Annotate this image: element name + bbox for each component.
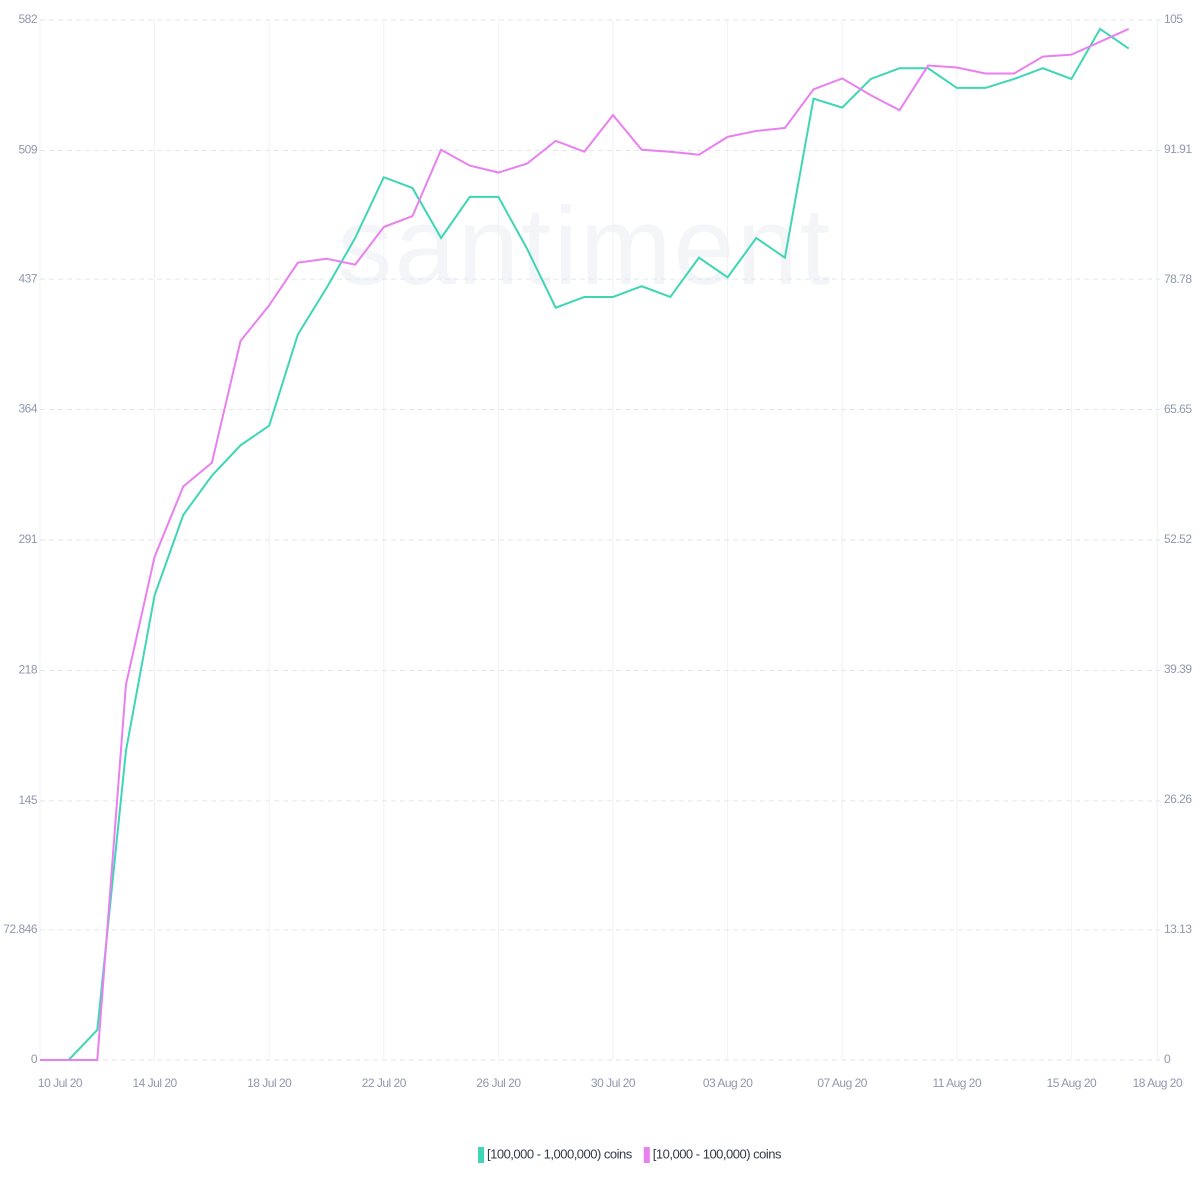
y-tick-label: 291 [18,532,37,546]
x-tick-label: 03 Aug 20 [703,1076,753,1090]
y-tick-label: 145 [18,793,37,807]
x-tick-label: 26 Jul 20 [476,1076,521,1090]
x-tick-label: 18 Aug 20 [1133,1076,1183,1090]
y2-tick-label: 52.52 [1164,532,1192,546]
series-line [40,27,1130,1061]
series-line [40,28,1130,1061]
watermark: santiment [338,185,833,308]
legend-swatch [478,1147,484,1163]
y2-tick-label: 0 [1164,1052,1171,1066]
x-tick-label: 30 Jul 20 [591,1076,636,1090]
x-tick-label: 18 Jul 20 [247,1076,292,1090]
y-tick-label: 437 [18,271,37,285]
legend-swatch [643,1147,650,1163]
x-tick-label: 14 Jul 20 [132,1076,177,1090]
y-tick-label: 218 [18,663,37,677]
x-tick-label: 10 Jul 20 [38,1076,83,1090]
y2-tick-label: 105 [1164,12,1183,26]
x-tick-label: 11 Aug 20 [932,1076,981,1090]
y2-tick-label: 26.26 [1164,792,1192,806]
y2-tick-label: 91.91 [1164,142,1192,156]
y-tick-label: 0 [31,1052,38,1066]
y2-tick-label: 39.39 [1164,662,1192,676]
legend-label: [100,000 - 1,000,000) coins [487,1146,633,1161]
legend-label: [10,000 - 100,000) coins [653,1146,782,1161]
y2-tick-label: 78.78 [1164,272,1192,286]
x-tick-label: 07 Aug 20 [817,1076,867,1090]
y-tick-label: 509 [18,143,37,157]
y-tick-label: 582 [18,12,37,26]
x-tick-label: 22 Jul 20 [362,1076,407,1090]
y-tick-label: 72.846 [3,922,38,936]
y2-tick-label: 65.65 [1164,402,1192,416]
y-tick-label: 364 [18,402,37,416]
y2-tick-label: 13.13 [1164,922,1192,936]
x-tick-label: 15 Aug 20 [1047,1076,1097,1090]
